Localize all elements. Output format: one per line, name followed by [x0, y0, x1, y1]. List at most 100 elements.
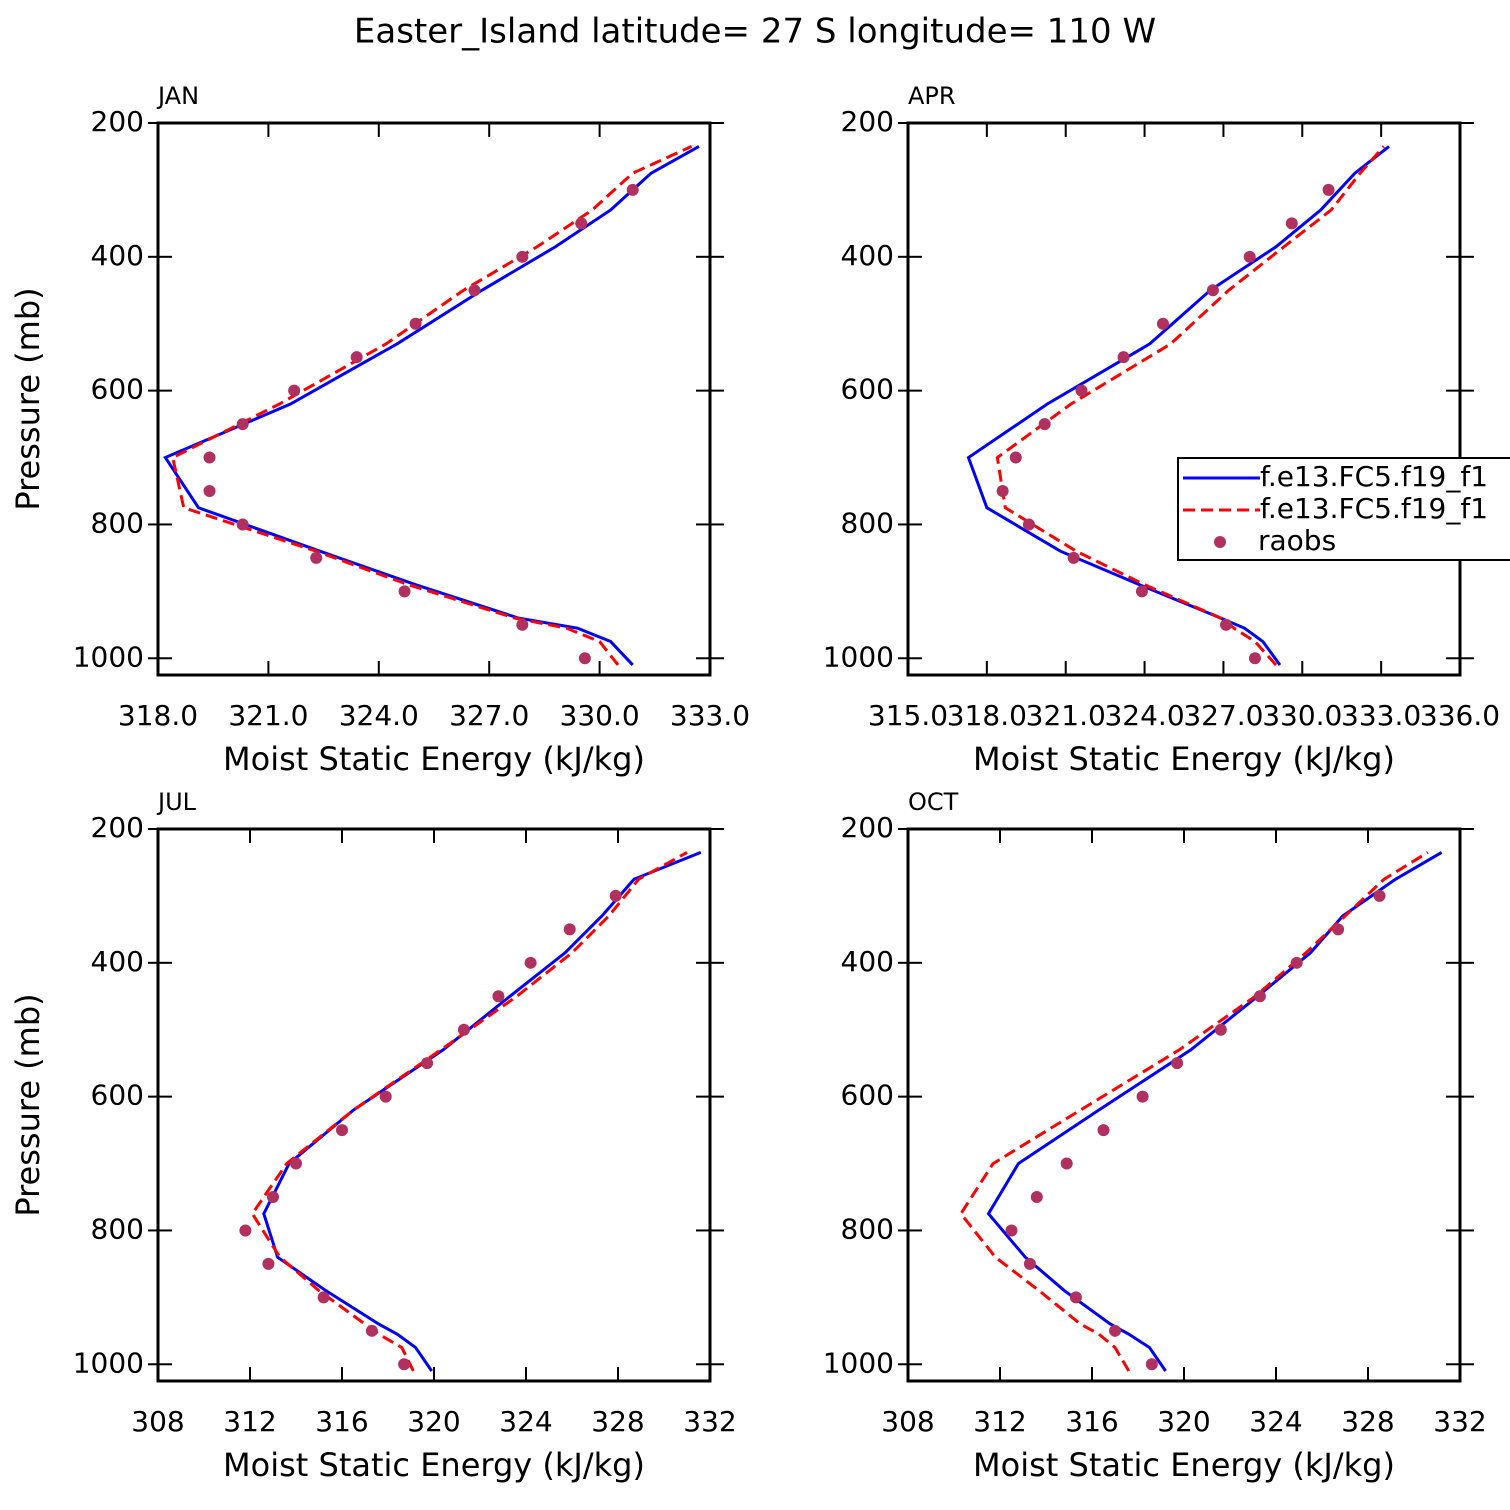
profile-line: [995, 145, 1385, 666]
raob-point: [1069, 1291, 1082, 1304]
x-tick-label: 333.0: [1341, 699, 1421, 732]
raob-point: [1030, 1191, 1043, 1203]
x-tick-label: 324.0: [1104, 699, 1184, 732]
raob-point: [516, 618, 529, 631]
raob-point: [1290, 956, 1303, 969]
raob-point: [203, 451, 216, 464]
x-tick-label: 308: [131, 1405, 184, 1438]
y-tick-label: 800: [91, 1212, 144, 1245]
x-tick-label: 333.0: [670, 699, 750, 732]
y-tick-label: 200: [91, 105, 144, 138]
y-tick-label: 800: [91, 506, 144, 539]
x-tick-label: 320: [407, 1405, 460, 1438]
x-axis-label: Moist Static Energy (kJ/kg): [223, 1446, 645, 1484]
y-tick-label: 400: [841, 239, 894, 272]
x-tick-label: 321.0: [1026, 699, 1106, 732]
y-tick-label: 1000: [823, 1346, 894, 1379]
profile-line: [959, 851, 1429, 1372]
x-tick-label: 324: [1249, 1405, 1302, 1438]
raob-point: [236, 518, 249, 531]
y-tick-label: 600: [91, 1079, 144, 1112]
profile-line: [262, 851, 702, 1372]
raob-point: [398, 1358, 411, 1371]
raob-point: [1243, 250, 1256, 263]
raob-point: [1285, 217, 1298, 230]
raob-point: [626, 183, 639, 196]
raob-point: [1117, 351, 1130, 364]
x-tick-label: 330.0: [1262, 699, 1342, 732]
x-axis-label: Moist Static Energy (kJ/kg): [223, 740, 645, 778]
x-tick-label: 312: [973, 1405, 1026, 1438]
raob-point: [1005, 1224, 1018, 1237]
y-axis-label: Pressure (mb): [9, 993, 47, 1216]
x-tick-label: 316: [315, 1405, 368, 1438]
raob-point: [1156, 317, 1169, 330]
raob-point: [1214, 1023, 1227, 1036]
x-tick-label: 328: [591, 1405, 644, 1438]
raob-point: [524, 956, 537, 969]
raob-point: [1060, 1157, 1073, 1170]
raob-point: [1022, 518, 1035, 531]
raob-point: [1322, 183, 1335, 196]
raob-point: [1220, 618, 1233, 631]
raob-point: [609, 889, 622, 902]
legend-label: raobs: [1258, 524, 1336, 557]
raob-point: [575, 217, 588, 230]
plot-frame: [156, 121, 712, 677]
raob-point: [1009, 451, 1022, 464]
raob-point: [1067, 551, 1080, 564]
raob-point: [578, 652, 591, 665]
panel-title: JAN: [156, 82, 199, 110]
raob-point: [468, 284, 481, 297]
y-axis-label: Pressure (mb): [9, 287, 47, 510]
x-tick-label: 321.0: [228, 699, 308, 732]
raob-point: [409, 317, 422, 330]
raob-point: [1109, 1324, 1121, 1337]
legend-marker: [1214, 536, 1226, 548]
raob-point: [379, 1090, 392, 1103]
legend-label: f.e13.FC5.f19_f1: [1260, 460, 1488, 493]
y-tick-label: 400: [91, 945, 144, 978]
raob-point: [1373, 889, 1386, 902]
panel-title: JUL: [156, 788, 197, 816]
x-tick-label: 327.0: [449, 699, 529, 732]
raob-point: [398, 585, 411, 598]
profile-line: [171, 145, 693, 666]
panel-title: OCT: [908, 788, 959, 816]
raob-point: [1023, 1257, 1036, 1270]
figure-title: Easter_Island latitude= 27 S longitude= …: [354, 12, 1156, 52]
raob-point: [1253, 990, 1266, 1003]
plot-frame: [906, 827, 1462, 1383]
raob-point: [1171, 1057, 1184, 1070]
y-tick-label: 1000: [73, 640, 144, 673]
raob-point: [1206, 284, 1219, 297]
raob-point: [262, 1257, 275, 1270]
plot-frame: [906, 121, 1462, 677]
raob-point: [1038, 418, 1051, 431]
raob-point: [350, 351, 363, 364]
raob-point: [203, 485, 216, 497]
plot-frame: [156, 827, 712, 1383]
profile-line: [986, 851, 1443, 1372]
x-tick-label: 318.0: [118, 699, 198, 732]
y-tick-label: 600: [841, 1079, 894, 1112]
raob-point: [996, 485, 1009, 497]
raob-point: [310, 551, 323, 564]
raob-point: [288, 384, 301, 397]
x-tick-label: 327.0: [1183, 699, 1263, 732]
x-tick-label: 330.0: [560, 699, 640, 732]
raob-point: [1135, 585, 1148, 598]
raob-point: [290, 1157, 302, 1170]
x-tick-label: 332: [683, 1405, 736, 1438]
x-tick-label: 312: [223, 1405, 276, 1438]
raob-point: [1248, 652, 1261, 665]
x-tick-label: 324.0: [339, 699, 419, 732]
raob-point: [421, 1057, 434, 1070]
raob-point: [1145, 1358, 1158, 1371]
x-tick-label: 332: [1433, 1405, 1486, 1438]
x-tick-label: 324: [499, 1405, 552, 1438]
y-tick-label: 1000: [823, 640, 894, 673]
profile-line: [966, 145, 1390, 666]
